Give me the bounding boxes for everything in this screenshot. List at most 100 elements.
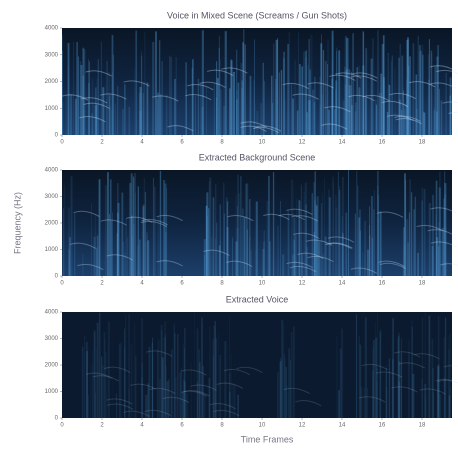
spectrogram-streak <box>223 105 226 135</box>
spectrogram-streak <box>159 40 161 135</box>
spectrogram-streak <box>159 94 162 135</box>
spectrogram-streak <box>408 352 410 418</box>
spectrogram-streak <box>163 337 166 418</box>
spectrogram-streak <box>165 366 167 418</box>
spectrogram-streak <box>434 66 437 135</box>
spectrogram-streak <box>94 105 97 135</box>
spectrogram-streak <box>421 44 424 135</box>
spectrogram-streak <box>311 193 313 276</box>
spectrogram-harmonic <box>221 67 248 74</box>
spectrogram-streak <box>424 396 427 418</box>
x-tick-label: 2 <box>100 140 104 146</box>
spectrogram-streak <box>430 50 433 136</box>
spectrogram-streak <box>354 111 357 135</box>
spectrogram-streak <box>144 191 147 276</box>
spectrogram-harmonic <box>448 111 458 114</box>
spectrogram-streak <box>219 240 221 276</box>
spectrogram-streak <box>205 205 208 276</box>
x-tick-label: 14 <box>339 281 346 287</box>
spectrogram-streak <box>377 194 380 276</box>
spectrogram-streak <box>350 105 353 135</box>
spectrogram-streak <box>144 241 146 276</box>
spectrogram-streak <box>92 350 93 418</box>
spectrogram-harmonic <box>69 242 97 249</box>
spectrogram-streak <box>387 53 389 135</box>
spectrogram-streak <box>379 211 382 276</box>
spectrogram-harmonic <box>167 125 194 132</box>
spectrogram-streak <box>235 241 238 276</box>
spectrogram-streak <box>263 230 265 276</box>
spectrogram-streak <box>98 244 100 276</box>
spectrogram-streak <box>382 77 385 135</box>
spectrogram-streak <box>93 236 96 276</box>
spectrogram-streak <box>146 82 149 135</box>
spectrogram-streak <box>391 339 393 418</box>
spectrogram-streak <box>435 180 438 276</box>
spectrogram-streak <box>437 366 439 418</box>
spectrogram-streak <box>155 31 157 135</box>
spectrogram-streak <box>382 35 385 135</box>
spectrogram-streak <box>335 207 338 276</box>
spectrogram-streak <box>303 191 305 276</box>
spectrogram-streak <box>230 60 233 135</box>
spectrogram-streak <box>229 317 230 418</box>
spectrogram-streak <box>165 334 166 418</box>
spectrogram-streak <box>152 41 155 136</box>
spectrogram-streak <box>362 32 364 135</box>
spectrogram-streak <box>91 113 93 135</box>
spectrogram-streak <box>200 84 202 135</box>
spectrogram-streak <box>376 30 380 135</box>
spectrogram-streak <box>88 59 89 136</box>
spectrogram-harmonic <box>141 219 168 226</box>
spectrogram-streak <box>157 349 159 418</box>
spectrogram-streak <box>100 356 103 418</box>
spectrogram-streak <box>308 38 310 135</box>
spectrogram-streak <box>139 92 141 135</box>
spectrogram-streak <box>398 57 400 135</box>
spectrogram-streak <box>84 352 86 418</box>
y-tick-label: 3000 <box>45 194 59 200</box>
spectrogram-streak <box>219 204 221 276</box>
spectrogram-streak <box>360 386 363 418</box>
spectrogram-streak <box>296 199 298 276</box>
spectrogram-streak <box>132 177 135 276</box>
y-tick-label: 1000 <box>45 247 59 253</box>
spectrogram-streak <box>321 34 322 135</box>
spectrogram-harmonic <box>149 387 176 395</box>
spectrogram-streak <box>327 64 328 135</box>
spectrogram-streak <box>412 373 415 418</box>
spectrogram-harmonic <box>335 72 362 79</box>
spectrogram-streak <box>250 250 252 276</box>
spectrogram-streak <box>407 242 410 276</box>
spectrogram-streak <box>217 332 219 418</box>
spectrogram-streak <box>437 366 440 418</box>
spectrogram-harmonic <box>144 409 171 416</box>
spectrogram-streak <box>282 340 284 418</box>
spectrogram-streak <box>174 377 177 418</box>
spectrogram-streak <box>196 328 199 418</box>
spectrogram-streak <box>151 337 154 418</box>
spectrogram-streak <box>444 226 447 276</box>
spectrogram-streak <box>419 50 422 135</box>
spectrogram-streak <box>403 245 406 276</box>
spectrogram-streak <box>439 393 442 418</box>
spectrogram-streak <box>283 58 285 135</box>
spectrogram-streak <box>321 94 323 135</box>
spectrogram-streak <box>377 170 379 276</box>
spectrogram-streak <box>185 62 187 135</box>
spectrogram-streak <box>292 98 294 135</box>
spectrogram-streak <box>142 204 145 276</box>
y-tick-label: 4000 <box>45 310 59 316</box>
spectrogram-harmonic <box>295 400 322 407</box>
spectrogram-streak <box>88 82 90 135</box>
spectrogram-streak <box>121 192 124 276</box>
spectrogram-streak <box>208 378 211 418</box>
spectrogram-streak <box>132 342 133 418</box>
spectrogram-streak <box>285 367 287 418</box>
spectrogram-streak <box>334 194 337 276</box>
spectrogram-streak <box>328 189 330 276</box>
spectrogram-harmonic <box>297 252 324 259</box>
spectrogram-streak <box>164 232 167 276</box>
chart-title: Voice in Mixed Scene (Screams / Gun Shot… <box>167 10 347 20</box>
spectrogram-streak <box>449 96 451 135</box>
